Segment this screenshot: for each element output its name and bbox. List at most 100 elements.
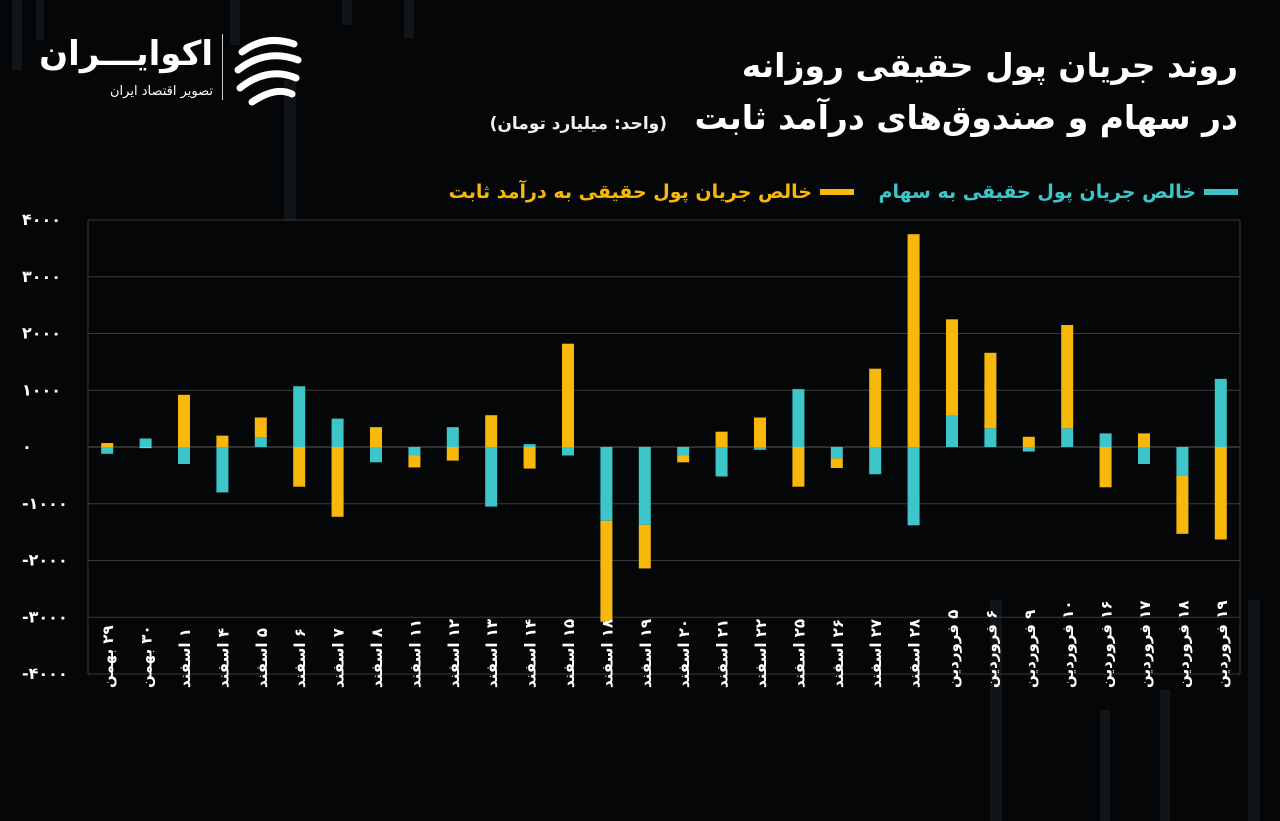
bar-fixed-income <box>677 455 690 463</box>
x-tick-label: ۵ فروردین <box>944 610 962 688</box>
x-tick-label: ۲۶ اسفند <box>829 619 847 688</box>
bar-stocks <box>1022 447 1035 452</box>
bar-stocks <box>370 447 382 463</box>
y-tick-label: ۱۰۰۰ <box>22 380 61 399</box>
y-tick-label: -۱۰۰۰ <box>22 494 68 513</box>
bar-fixed-income <box>715 431 728 447</box>
x-tick-label: ۱۷ فروردین <box>1136 601 1154 688</box>
bar-fixed-income <box>830 458 843 468</box>
bar-fixed-income <box>331 447 344 517</box>
x-tick-label: ۹ فروردین <box>1021 610 1039 688</box>
x-tick-label: ۱۴ اسفند <box>522 619 540 688</box>
bar-fixed-income <box>600 520 613 622</box>
x-tick-label: ۱۳ اسفند <box>483 619 501 688</box>
bar-fixed-income <box>1214 447 1227 540</box>
bar-stocks <box>1214 378 1227 447</box>
logo-divider <box>222 34 223 100</box>
bar-fixed-income <box>754 417 766 447</box>
chart-legend: خالص جریان پول حقیقی به سهام خالص جریان … <box>431 178 1238 203</box>
bar-fixed-income <box>1022 436 1035 447</box>
x-tick-label: ۷ اسفند <box>330 628 348 688</box>
bar-fixed-income <box>139 447 152 449</box>
x-tick-label: ۲۹ بهمن <box>99 625 117 688</box>
bar-stocks <box>715 447 728 477</box>
x-tick-label: ۲۵ اسفند <box>790 619 808 688</box>
legend-swatch-stocks <box>1204 189 1238 195</box>
bar-fixed-income <box>792 447 805 487</box>
bar-stocks <box>1061 428 1074 447</box>
legend-label-stocks: خالص جریان پول حقیقی به سهام <box>878 181 1196 203</box>
bar-stocks <box>562 447 574 456</box>
y-tick-label: -۲۰۰۰ <box>22 551 68 570</box>
y-tick-label: ۳۰۰۰ <box>22 267 61 286</box>
y-tick-label: ۴۰۰۰ <box>22 210 61 229</box>
bar-fixed-income <box>523 447 536 469</box>
x-tick-label: ۱۶ فروردین <box>1098 601 1116 688</box>
bar-fixed-income <box>1061 324 1074 429</box>
x-tick-label: ۲۱ اسفند <box>714 619 732 688</box>
y-tick-label: -۴۰۰۰ <box>22 664 68 683</box>
legend-item-fixed-income: خالص جریان پول حقیقی به درآمد ثابت <box>449 181 854 203</box>
bar-stocks <box>792 389 805 447</box>
bar-fixed-income <box>1138 433 1150 447</box>
unit-note: (واحد: میلیارد تومان) <box>489 114 667 134</box>
x-tick-label: ۳۰ بهمن <box>138 625 156 688</box>
bar-fixed-income <box>562 343 574 447</box>
bar-stocks <box>485 447 498 507</box>
y-tick-label: -۳۰۰۰ <box>22 607 68 626</box>
bar-stocks <box>216 447 229 493</box>
bar-stocks <box>1099 433 1112 447</box>
bar-fixed-income <box>869 368 882 447</box>
brand-logo[interactable]: اکوایـــران تصویر اقتصاد ایران <box>39 28 313 108</box>
x-tick-label: ۶ اسفند <box>291 628 309 688</box>
title-line-2: در سهام و صندوق‌های درآمد ثابت (واحد: می… <box>490 92 1238 150</box>
title-line-2-text: در سهام و صندوق‌های درآمد ثابت <box>694 98 1238 137</box>
bar-stocks <box>446 427 459 447</box>
x-tick-label: ۵ اسفند <box>253 628 271 688</box>
bar-stocks <box>677 447 690 456</box>
bar-stocks <box>178 447 190 465</box>
bar-stocks <box>331 418 344 447</box>
x-tick-label: ۶ فروردین <box>982 610 1000 688</box>
x-tick-label: ۱۱ اسفند <box>406 619 424 688</box>
bar-stocks <box>754 447 766 450</box>
bar-fixed-income <box>1176 475 1189 534</box>
bar-stocks <box>408 447 421 456</box>
bar-fixed-income <box>446 447 459 461</box>
bar-stocks <box>830 447 843 459</box>
x-tick-label: ۱ اسفند <box>176 628 194 688</box>
legend-swatch-fixed-income <box>819 189 854 195</box>
brand-name: اکوایـــران <box>39 34 213 74</box>
bar-stocks <box>907 447 920 526</box>
x-tick-label: ۱۸ اسفند <box>598 619 616 688</box>
bar-stocks <box>523 444 536 447</box>
title-line-1: روند جریان پول حقیقی روزانه <box>741 46 1238 85</box>
bar-fixed-income <box>485 415 498 447</box>
bar-stocks <box>293 386 306 447</box>
y-tick-label: ۰ <box>22 437 32 456</box>
bar-fixed-income <box>254 417 267 438</box>
bar-fixed-income <box>1099 447 1112 488</box>
bar-fixed-income <box>984 352 997 429</box>
bar-fixed-income <box>178 394 190 447</box>
brand-mark-icon <box>234 36 302 106</box>
bar-stocks <box>869 447 882 475</box>
x-tick-label: ۱۹ اسفند <box>637 619 655 688</box>
bar-fixed-income <box>408 455 421 468</box>
legend-label-fixed-income: خالص جریان پول حقیقی به درآمد ثابت <box>448 181 812 203</box>
x-tick-label: ۴ اسفند <box>214 628 232 688</box>
x-tick-label: ۲۸ اسفند <box>906 619 924 688</box>
x-tick-label: ۲۰ اسفند <box>675 619 693 688</box>
bar-stocks <box>984 428 997 447</box>
legend-item-stocks: خالص جریان پول حقیقی به سهام <box>879 181 1238 203</box>
bar-stocks <box>600 447 613 521</box>
bar-fixed-income <box>907 234 920 447</box>
bar-fixed-income <box>946 319 958 416</box>
bar-stocks <box>946 415 958 447</box>
chart-title: روند جریان پول حقیقی روزانه در سهام و صن… <box>490 40 1238 150</box>
x-tick-label: ۱۲ اسفند <box>445 619 463 688</box>
bar-fixed-income <box>370 427 382 447</box>
x-tick-label: ۸ اسفند <box>368 628 386 688</box>
bar-stocks <box>254 437 267 447</box>
